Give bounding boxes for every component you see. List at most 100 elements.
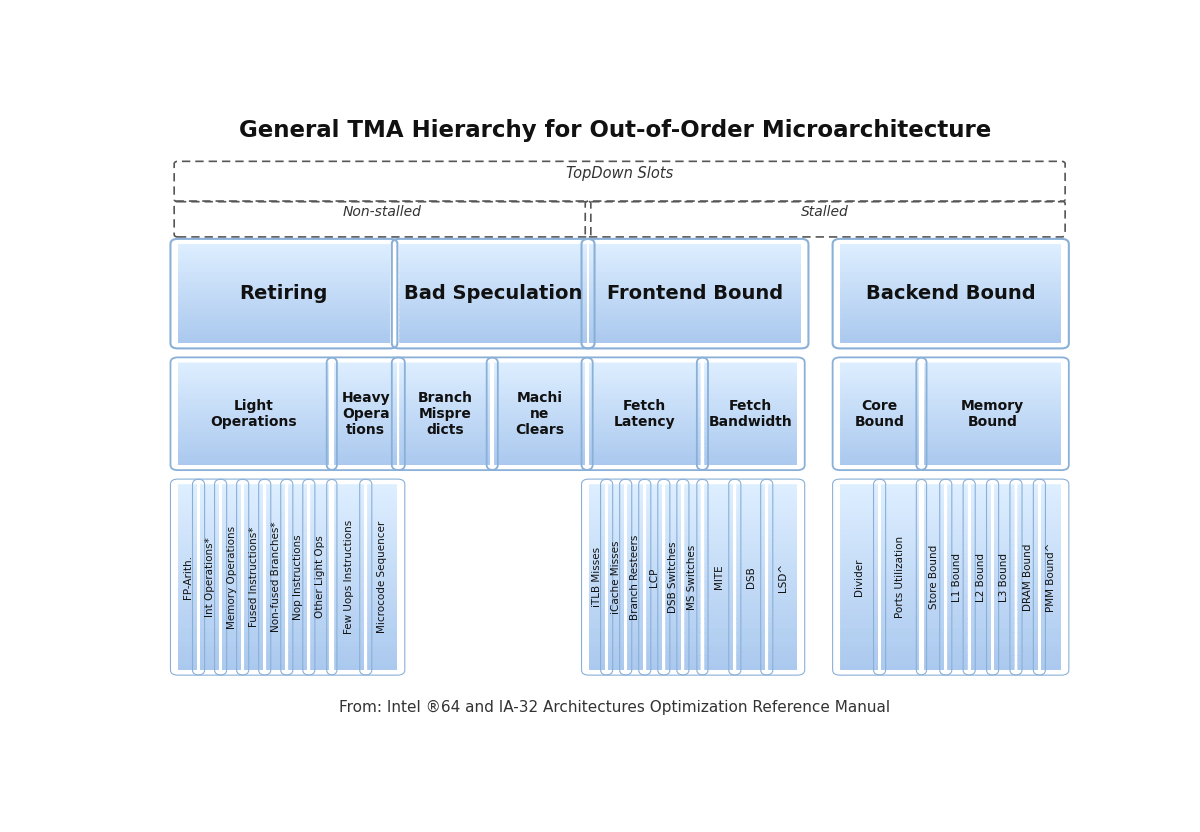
Polygon shape [589, 273, 802, 275]
Text: From: Intel ®64 and IA-32 Architectures Optimization Reference Manual: From: Intel ®64 and IA-32 Architectures … [340, 700, 890, 715]
Polygon shape [311, 618, 330, 623]
Polygon shape [768, 577, 797, 582]
Polygon shape [628, 521, 643, 526]
Polygon shape [222, 567, 241, 572]
Polygon shape [1018, 586, 1038, 591]
Polygon shape [589, 314, 802, 316]
Polygon shape [178, 427, 330, 429]
Polygon shape [200, 614, 220, 619]
Polygon shape [1018, 646, 1038, 651]
Polygon shape [840, 401, 919, 404]
Polygon shape [924, 521, 944, 526]
Polygon shape [200, 646, 220, 651]
Polygon shape [1018, 604, 1038, 610]
Polygon shape [947, 609, 967, 614]
Polygon shape [178, 404, 330, 407]
Polygon shape [924, 440, 1062, 443]
Polygon shape [994, 548, 1014, 554]
Polygon shape [244, 618, 263, 623]
Polygon shape [704, 435, 797, 438]
Polygon shape [334, 586, 365, 591]
Polygon shape [311, 516, 330, 522]
Polygon shape [589, 253, 802, 255]
Polygon shape [589, 265, 802, 266]
Polygon shape [266, 493, 286, 498]
Polygon shape [646, 665, 662, 670]
Polygon shape [840, 381, 919, 383]
Polygon shape [924, 656, 944, 661]
Polygon shape [646, 577, 662, 582]
Polygon shape [608, 493, 624, 498]
Polygon shape [367, 525, 397, 531]
Polygon shape [178, 521, 197, 526]
Polygon shape [589, 267, 802, 269]
Polygon shape [589, 454, 701, 457]
Polygon shape [311, 609, 330, 614]
Polygon shape [665, 507, 682, 512]
Polygon shape [881, 641, 919, 646]
Polygon shape [768, 488, 797, 493]
Polygon shape [400, 417, 491, 418]
Polygon shape [768, 646, 797, 651]
Polygon shape [646, 488, 662, 493]
Polygon shape [840, 456, 919, 458]
Polygon shape [1040, 632, 1062, 637]
Polygon shape [400, 307, 587, 309]
Polygon shape [400, 312, 587, 314]
Polygon shape [178, 320, 390, 322]
Polygon shape [222, 636, 241, 642]
Polygon shape [608, 604, 624, 610]
Polygon shape [400, 319, 587, 321]
Polygon shape [665, 651, 682, 656]
Polygon shape [178, 379, 330, 381]
Polygon shape [768, 604, 797, 610]
Polygon shape [589, 243, 802, 245]
Polygon shape [608, 614, 624, 619]
Polygon shape [334, 656, 365, 661]
Polygon shape [178, 442, 330, 444]
Polygon shape [266, 572, 286, 577]
Polygon shape [704, 535, 733, 540]
Polygon shape [311, 646, 330, 651]
Polygon shape [1018, 632, 1038, 637]
Polygon shape [589, 379, 701, 381]
Polygon shape [334, 432, 397, 434]
Polygon shape [840, 265, 1062, 266]
Polygon shape [400, 270, 587, 271]
Polygon shape [684, 512, 701, 517]
Polygon shape [222, 558, 241, 563]
Polygon shape [178, 243, 390, 245]
Polygon shape [924, 609, 944, 614]
Polygon shape [704, 581, 733, 587]
Polygon shape [1040, 498, 1062, 503]
Polygon shape [400, 260, 587, 263]
Polygon shape [924, 365, 1062, 368]
Polygon shape [494, 435, 586, 438]
Polygon shape [311, 503, 330, 508]
Polygon shape [311, 567, 330, 572]
Polygon shape [589, 386, 701, 388]
Polygon shape [244, 488, 263, 493]
Polygon shape [684, 562, 701, 567]
Polygon shape [288, 539, 307, 545]
Polygon shape [334, 415, 397, 417]
Polygon shape [178, 262, 390, 264]
Polygon shape [178, 265, 390, 268]
Polygon shape [178, 317, 390, 319]
Polygon shape [589, 411, 701, 414]
Polygon shape [924, 401, 1062, 404]
Polygon shape [994, 544, 1014, 549]
Polygon shape [400, 459, 491, 462]
Polygon shape [840, 651, 878, 656]
Polygon shape [971, 493, 991, 498]
Polygon shape [222, 646, 241, 651]
Polygon shape [924, 548, 944, 554]
Polygon shape [881, 525, 919, 531]
Polygon shape [288, 600, 307, 605]
Polygon shape [311, 544, 330, 549]
Polygon shape [704, 430, 797, 433]
Polygon shape [178, 425, 330, 428]
Polygon shape [646, 656, 662, 661]
Polygon shape [589, 448, 701, 449]
Polygon shape [924, 577, 944, 582]
